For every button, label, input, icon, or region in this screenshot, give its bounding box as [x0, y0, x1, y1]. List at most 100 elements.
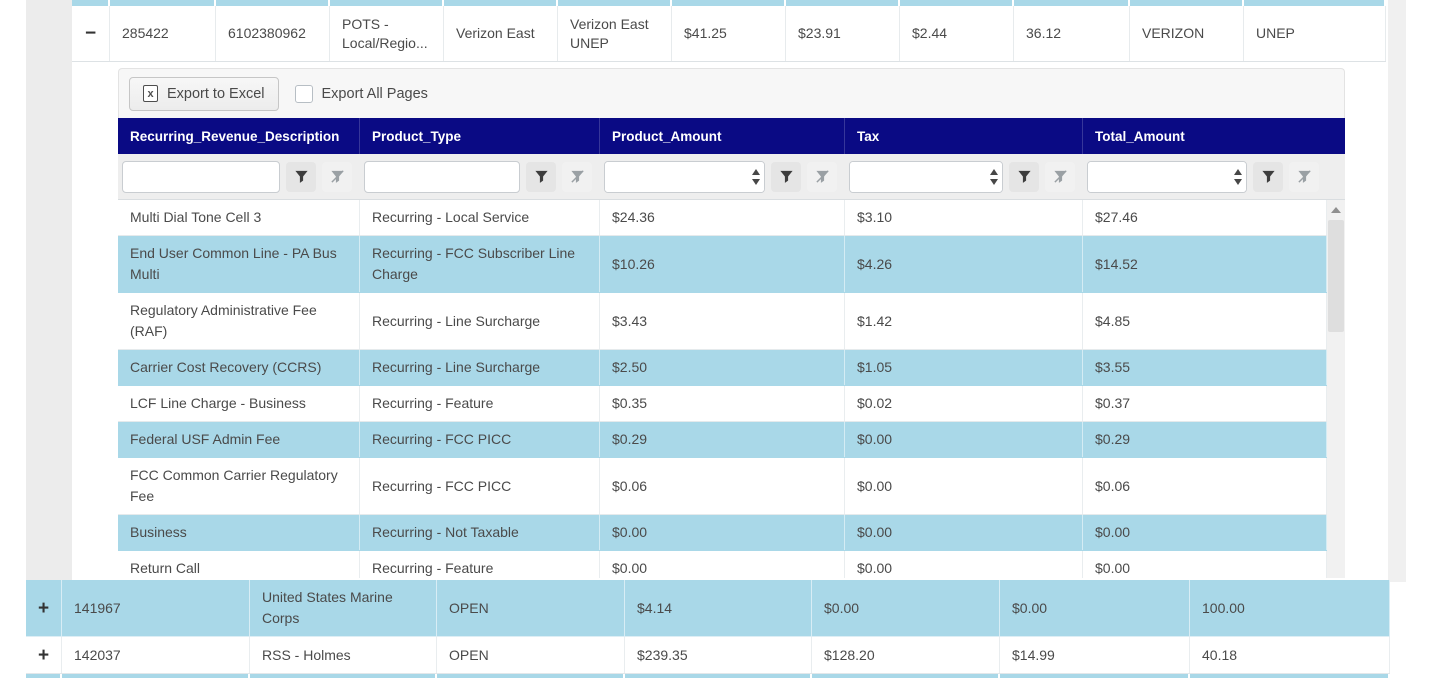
- detail-cell: $0.00: [600, 515, 845, 550]
- detail-row[interactable]: Return Call Recurring - Feature $0.00 $0…: [118, 551, 1327, 578]
- filter-input-tax[interactable]: [850, 161, 985, 192]
- detail-cell: $0.06: [600, 458, 845, 514]
- clear-filter-button[interactable]: [1045, 161, 1075, 192]
- parent-row[interactable]: + 141967 United States Marine Corps OPEN…: [26, 580, 1390, 637]
- filter-funnel-icon: [1017, 170, 1031, 183]
- detail-row[interactable]: Business Recurring - Not Taxable $0.00 $…: [118, 515, 1327, 551]
- column-header-total-amount[interactable]: Total_Amount: [1095, 128, 1185, 144]
- filter-button[interactable]: [286, 161, 316, 192]
- filter-cell: [360, 160, 600, 193]
- spinner-up-icon[interactable]: [989, 168, 998, 175]
- detail-cell: $14.52: [1083, 236, 1327, 292]
- detail-cell: $0.29: [600, 422, 845, 457]
- filter-input-product-amount[interactable]: [605, 161, 747, 192]
- detail-cell: LCF Line Charge - Business: [118, 386, 360, 421]
- detail-cell: Recurring - Not Taxable: [360, 515, 600, 550]
- parent-grid-rows: + 141967 United States Marine Corps OPEN…: [26, 580, 1390, 678]
- detail-header-row: Recurring_Revenue_Description Product_Ty…: [118, 118, 1345, 154]
- filter-input-product-type[interactable]: [364, 160, 520, 193]
- detail-hierarchy-bar: [26, 0, 72, 580]
- grid-cell: $128.20: [812, 637, 1000, 673]
- filter-funnel-icon: [1261, 170, 1275, 183]
- detail-row[interactable]: Carrier Cost Recovery (CCRS) Recurring -…: [118, 350, 1327, 386]
- grid-cell: OPEN: [437, 637, 625, 673]
- outer-grid-scrollbar-track[interactable]: [1388, 0, 1406, 582]
- detail-cell: $0.02: [845, 386, 1083, 421]
- detail-cell: End User Common Line - PA Bus Multi: [118, 236, 360, 292]
- detail-cell: $0.00: [845, 515, 1083, 550]
- export-all-pages-checkbox[interactable]: [294, 84, 313, 103]
- column-header-recurring-revenue-description[interactable]: Recurring_Revenue_Description: [118, 118, 360, 154]
- numeric-spinner: [1229, 161, 1246, 192]
- detail-cell: $0.00: [1083, 515, 1327, 550]
- detail-cell: $0.00: [845, 551, 1083, 578]
- column-header-product-amount[interactable]: Product_Amount: [600, 118, 845, 154]
- parent-row[interactable]: + 142037 RSS - Holmes OPEN $239.35 $128.…: [26, 637, 1390, 674]
- partial-cell: [216, 0, 330, 6]
- column-header-tax[interactable]: Tax: [845, 118, 1083, 154]
- spinner-down-icon[interactable]: [1233, 178, 1242, 185]
- hierarchy-cell: −: [72, 6, 110, 61]
- filter-cell: [118, 160, 360, 193]
- grid-cell: 285422: [110, 6, 216, 61]
- detail-cell: $2.50: [600, 350, 845, 385]
- spinner-down-icon[interactable]: [751, 178, 760, 185]
- partial-cell: [1000, 674, 1190, 678]
- detail-cell: $1.42: [845, 293, 1083, 349]
- filter-button[interactable]: [771, 161, 801, 192]
- grid-cell: $4.14: [625, 580, 812, 636]
- numeric-spinner: [985, 161, 1002, 192]
- clear-filter-button[interactable]: [562, 161, 592, 192]
- scrollbar-up-arrow-icon[interactable]: [1331, 207, 1341, 213]
- detail-row[interactable]: End User Common Line - PA Bus Multi Recu…: [118, 236, 1327, 293]
- column-header-product-type[interactable]: Product_Type: [360, 118, 600, 154]
- grid-cell: $14.99: [1000, 637, 1190, 673]
- detail-row[interactable]: Multi Dial Tone Cell 3 Recurring - Local…: [118, 200, 1327, 236]
- partial-cell: [1190, 674, 1390, 678]
- grid-cell: $2.44: [900, 6, 1014, 61]
- clear-filter-button[interactable]: [807, 161, 837, 192]
- spinner-up-icon[interactable]: [1233, 168, 1242, 175]
- detail-row[interactable]: LCF Line Charge - Business Recurring - F…: [118, 386, 1327, 422]
- filter-button[interactable]: [1253, 161, 1283, 192]
- filter-input-total-amount[interactable]: [1088, 161, 1229, 192]
- detail-row[interactable]: Regulatory Administrative Fee (RAF) Recu…: [118, 293, 1327, 350]
- detail-cell: $10.26: [600, 236, 845, 292]
- spinner-up-icon[interactable]: [751, 168, 760, 175]
- clear-filter-icon: [1297, 170, 1311, 183]
- expand-row-button[interactable]: +: [37, 597, 50, 619]
- detail-scrollbar-track[interactable]: [1327, 200, 1345, 578]
- detail-row[interactable]: FCC Common Carrier Regulatory Fee Recurr…: [118, 458, 1327, 515]
- expand-row-button[interactable]: +: [37, 644, 50, 666]
- scrollbar-thumb[interactable]: [1328, 220, 1344, 332]
- clear-filter-button[interactable]: [1289, 161, 1319, 192]
- spinner-down-icon[interactable]: [989, 178, 998, 185]
- filter-input-recurring-revenue-description[interactable]: [122, 160, 280, 193]
- detail-cell: $0.00: [600, 551, 845, 578]
- expanded-account-row[interactable]: − 285422 6102380962 POTS - Local/Regio..…: [72, 6, 1386, 62]
- clear-filter-button[interactable]: [322, 161, 352, 192]
- detail-row[interactable]: Federal USF Admin Fee Recurring - FCC PI…: [118, 422, 1327, 458]
- detail-cell: $0.00: [845, 458, 1083, 514]
- grid-cell: OPEN: [437, 580, 625, 636]
- filter-button[interactable]: [1009, 161, 1039, 192]
- grid-cell: $0.00: [812, 580, 1000, 636]
- export-to-excel-button[interactable]: x Export to Excel: [129, 76, 279, 111]
- detail-cell: Federal USF Admin Fee: [118, 422, 360, 457]
- detail-cell: Recurring - Feature: [360, 386, 600, 421]
- detail-cell: $4.85: [1083, 293, 1327, 349]
- grid-cell: $239.35: [625, 637, 812, 673]
- detail-cell: $24.36: [600, 200, 845, 235]
- clear-filter-icon: [330, 170, 344, 183]
- filter-row: [118, 154, 1345, 200]
- grid-cell: $41.25: [672, 6, 786, 61]
- detail-cell: $4.26: [845, 236, 1083, 292]
- detail-cell: Return Call: [118, 551, 360, 578]
- grid-cell: VERIZON: [1130, 6, 1244, 61]
- detail-cell: $3.10: [845, 200, 1083, 235]
- detail-cell: Recurring - Line Surcharge: [360, 293, 600, 349]
- detail-cell: $0.37: [1083, 386, 1327, 421]
- filter-button[interactable]: [526, 161, 556, 192]
- collapse-row-button[interactable]: −: [84, 23, 97, 44]
- export-all-pages-label: Export All Pages: [321, 85, 428, 102]
